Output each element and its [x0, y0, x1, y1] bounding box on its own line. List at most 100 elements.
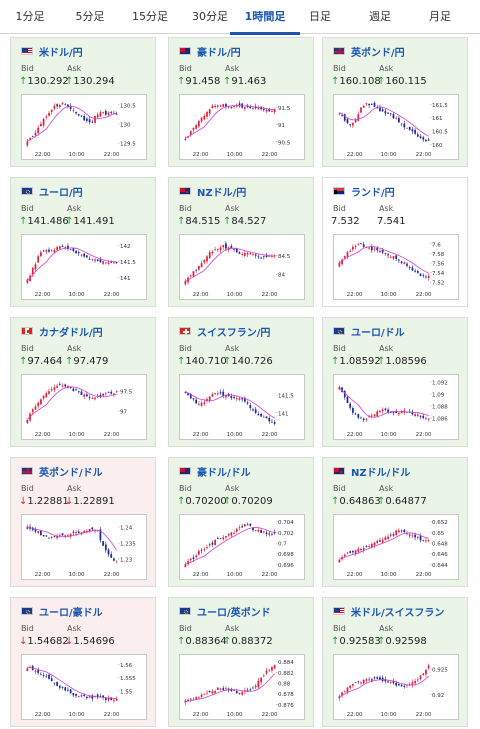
- pair-name[interactable]: スイスフラン/円: [197, 327, 271, 339]
- candle-body: [411, 682, 414, 685]
- rate-card[interactable]: 米ドル/スイスフラン Bid Ask ↑0.92583 ↑0.92598 0.925 0.9…: [322, 597, 468, 727]
- rate-card[interactable]: NZドル/ドル Bid Ask ↑0.64863 ↑0.64877 0.652 0.65 0.…: [322, 457, 468, 587]
- candle-body: [113, 558, 115, 561]
- candle-body: [184, 700, 187, 703]
- mini-candlestick-chart[interactable]: 1.56 1.555 1.55 22:00 10:00 22:00: [21, 654, 147, 720]
- candle-body: [110, 112, 113, 113]
- pair-name[interactable]: ユーロ/英ポンド: [197, 607, 271, 619]
- mini-candlestick-chart[interactable]: 130.5 130 129.5 22:00 10:00 22:00: [21, 94, 147, 160]
- mini-candlestick-chart[interactable]: 142 141.5 141 22:00 10:00 22:00: [21, 234, 147, 300]
- rate-card[interactable]: カナダドル/円 Bid Ask ↑97.464 ↑97.479 97.5 97 22:00 10…: [10, 317, 156, 447]
- candle-body: [40, 252, 42, 257]
- mini-candlestick-chart[interactable]: 0.925 0.92 22:00 10:00 22:00: [333, 654, 459, 720]
- candle-body: [365, 546, 368, 548]
- x-tick-label: 22:00: [347, 572, 363, 578]
- mini-candlestick-chart[interactable]: 161.5 161 160.5 160 22:00 10:00 22:00: [333, 94, 459, 160]
- pair-name[interactable]: NZドル/円: [197, 187, 247, 199]
- rate-card[interactable]: スイスフラン/円 Bid Ask ↑140.710 ↑140.726 141.5 141 22…: [168, 317, 314, 447]
- candle-body: [77, 114, 80, 116]
- pair-name[interactable]: ユーロ/ドル: [351, 327, 405, 339]
- candle-body: [233, 106, 235, 107]
- rate-card[interactable]: 英ポンド/ドル Bid Ask ↓1.22881 ↓1.22891 1.24 1.235 1.…: [10, 457, 156, 587]
- tab-2[interactable]: 15分足: [132, 10, 168, 23]
- rate-card[interactable]: NZドル/円 Bid Ask ↑84.515 ↑84.527 84.5 84 22:00 10:…: [168, 177, 314, 307]
- tab-6[interactable]: 週足: [369, 10, 391, 23]
- pair-name[interactable]: NZドル/ドル: [351, 467, 411, 479]
- candle-body: [414, 270, 416, 272]
- candle-body: [45, 676, 48, 678]
- tab-4[interactable]: 1時間足: [230, 0, 300, 35]
- candle-body: [222, 391, 225, 397]
- candle-body: [61, 246, 64, 247]
- pair-name[interactable]: 英ポンド/ドル: [39, 467, 103, 479]
- mini-candlestick-chart[interactable]: 7.6 7.58 7.56 7.54 7.52 22:00 10:00 22:00: [333, 234, 459, 300]
- x-tick-label: 10:00: [381, 712, 397, 718]
- mini-candlestick-chart[interactable]: 97.5 97 22:00 10:00 22:00: [21, 374, 147, 440]
- rate-card[interactable]: 豪ドル/円 Bid Ask ↑91.458 ↑91.463 91.5 91 90.5 22:00…: [168, 37, 314, 167]
- mini-candlestick-chart[interactable]: 1.24 1.235 1.23 22:00 10:00 22:00: [21, 514, 147, 580]
- ask-label: Ask: [379, 204, 394, 213]
- tab-5[interactable]: 日足: [309, 10, 331, 23]
- candle-body: [398, 412, 400, 415]
- candle-body: [360, 107, 362, 113]
- tab-0[interactable]: 1分足: [15, 10, 45, 23]
- y-tick-label: 1.09: [432, 393, 445, 399]
- candle-body: [349, 403, 352, 408]
- candle-body: [94, 259, 96, 261]
- candle-body: [354, 550, 357, 554]
- candle-body: [265, 416, 268, 419]
- rate-card[interactable]: ユーロ/豪ドル Bid Ask ↓1.54682 ↓1.54696 1.56 1.555 1.…: [10, 597, 156, 727]
- candle-body: [67, 534, 69, 536]
- rate-card[interactable]: 米ドル/円 Bid Ask ↑130.292 ↑130.294 130.5 130 129.5…: [10, 37, 156, 167]
- tab-7[interactable]: 月足: [429, 10, 451, 23]
- pair-name[interactable]: 米ドル/円: [39, 47, 83, 59]
- candle-body: [91, 527, 94, 530]
- mini-candlestick-chart[interactable]: 0.884 0.882 0.88 0.878 0.876 22:00 10:00 22:00: [179, 654, 305, 720]
- mini-candlestick-chart[interactable]: 91.5 91 90.5 22:00 10:00 22:00: [179, 94, 305, 160]
- rate-card[interactable]: ユーロ/英ポンド Bid Ask ↑0.88364 ↑0.88372 0.884 0.882…: [168, 597, 314, 727]
- rate-card[interactable]: 豪ドル/ドル Bid Ask ↑0.70200 ↑0.70209 0.704 0.702 0.…: [168, 457, 314, 587]
- mini-candlestick-chart[interactable]: 141.5 141 22:00 10:00 22:00: [179, 374, 305, 440]
- candle-body: [211, 542, 214, 545]
- candle-body: [219, 688, 222, 690]
- pair-name[interactable]: カナダドル/円: [39, 327, 103, 339]
- mini-candlestick-chart[interactable]: 1.092 1.09 1.088 1.086 22:00 10:00 22:00: [333, 374, 459, 440]
- candle-body: [357, 414, 360, 418]
- pair-name[interactable]: ユーロ/円: [39, 187, 83, 199]
- rate-card[interactable]: ユーロ/ドル Bid Ask ↑1.08592 ↑1.08596 1.092 1.09 1.0…: [322, 317, 468, 447]
- pair-name[interactable]: ランド/円: [351, 187, 395, 199]
- rate-card[interactable]: ランド/円 Bid Ask 7.532 7.541 7.6 7.58 7.56 7.54 7.52…: [322, 177, 468, 307]
- tab-1[interactable]: 5分足: [75, 10, 105, 23]
- candle-body: [241, 526, 244, 528]
- candle-body: [362, 547, 365, 551]
- candle-body: [61, 687, 64, 688]
- pair-name[interactable]: 英ポンド/円: [351, 47, 405, 59]
- candle-body: [273, 665, 276, 669]
- x-tick-label: 22:00: [104, 432, 120, 438]
- mini-candlestick-chart[interactable]: 0.704 0.702 0.7 0.698 0.696 22:00 10:00 22:00: [179, 514, 305, 580]
- pair-header: ランド/円: [333, 184, 395, 199]
- candle-body: [86, 696, 88, 699]
- pair-name[interactable]: 豪ドル/円: [197, 47, 241, 59]
- ask-price: 1.22891: [73, 496, 115, 507]
- mini-candlestick-chart[interactable]: 0.652 0.65 0.648 0.646 0.644 22:00 10:00 22:00: [333, 514, 459, 580]
- candle-body: [389, 256, 392, 258]
- candle-body: [222, 245, 225, 248]
- flag-za-icon: [333, 187, 345, 195]
- tab-3[interactable]: 30分足: [192, 10, 228, 23]
- candle-body: [75, 250, 77, 254]
- x-tick-label: 22:00: [416, 712, 432, 718]
- x-tick-label: 22:00: [347, 292, 363, 298]
- rate-card[interactable]: ユーロ/円 Bid Ask ↑141.486 ↑141.491 142 141.5 141 22…: [10, 177, 156, 307]
- pair-header: ユーロ/英ポンド: [179, 604, 271, 619]
- pair-name[interactable]: ユーロ/豪ドル: [39, 607, 103, 619]
- pair-name[interactable]: 豪ドル/ドル: [197, 467, 251, 479]
- candle-body: [425, 140, 427, 142]
- mini-candlestick-chart[interactable]: 84.5 84 22:00 10:00 22:00: [179, 234, 305, 300]
- rate-card[interactable]: 英ポンド/円 Bid Ask ↑160.108 ↑160.115 161.5 161 160.…: [322, 37, 468, 167]
- candle-body: [376, 107, 379, 109]
- pair-name[interactable]: 米ドル/スイスフラン: [351, 607, 445, 619]
- candle-body: [211, 251, 214, 254]
- y-tick-label: 7.6: [432, 242, 441, 248]
